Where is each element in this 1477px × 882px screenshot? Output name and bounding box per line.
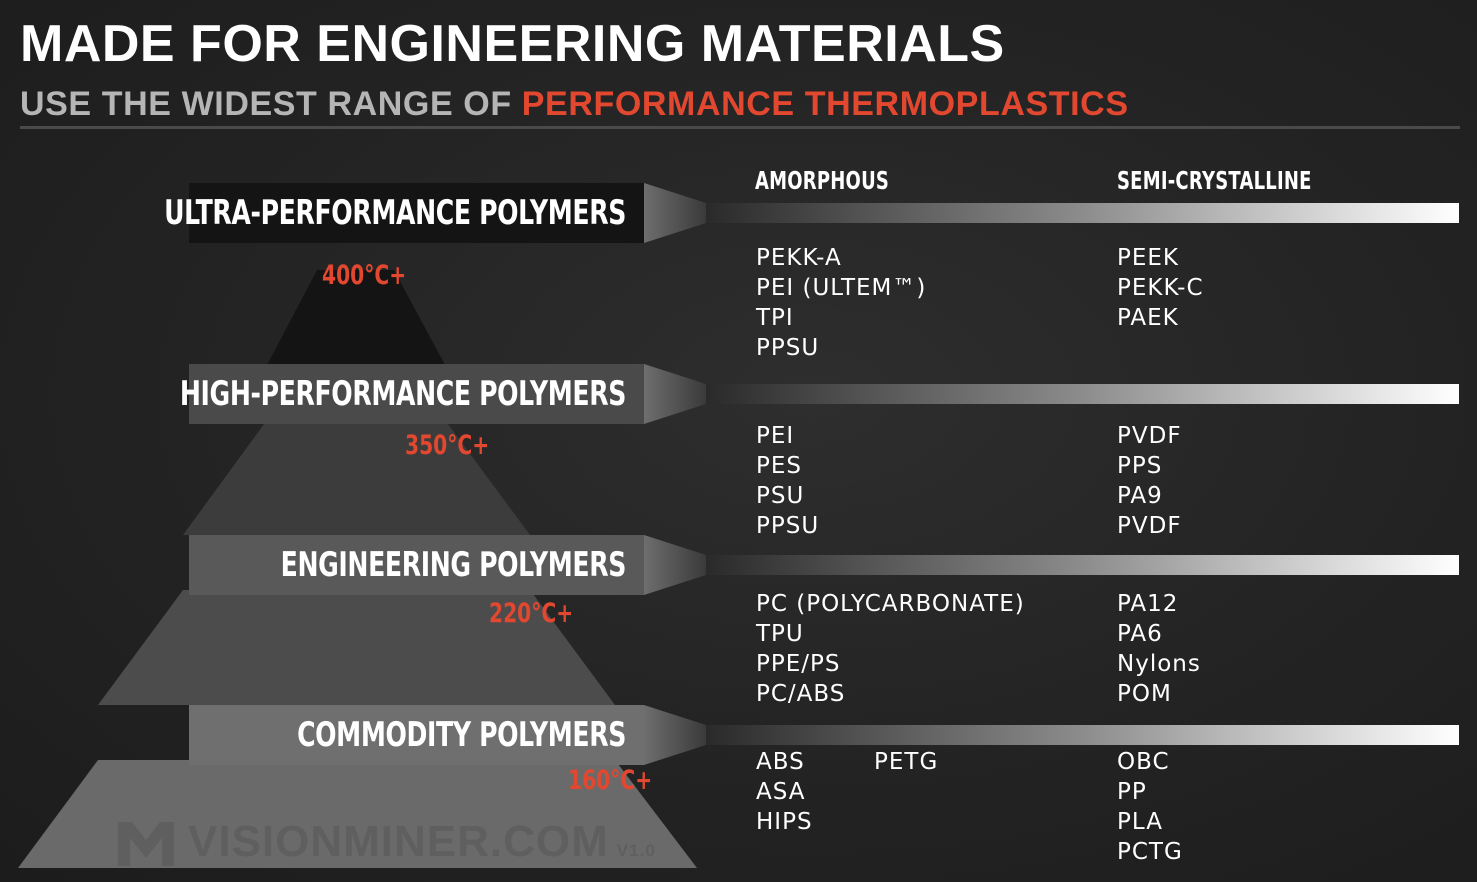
pyramid-band-high bbox=[183, 420, 530, 535]
list-item: PEEK bbox=[1117, 245, 1180, 271]
header-divider bbox=[20, 126, 1460, 129]
tier-box-engineering bbox=[189, 535, 644, 595]
list-item: PA6 bbox=[1117, 621, 1163, 647]
list-item: PCTG bbox=[1117, 839, 1183, 865]
list-item: PAEK bbox=[1117, 305, 1179, 331]
page-title: MADE FOR ENGINEERING MATERIALS bbox=[20, 15, 1005, 73]
list-item: OBC bbox=[1117, 749, 1170, 775]
list-item: PLA bbox=[1117, 809, 1163, 835]
amorphous-list-engineering: PC (POLYCARBONATE) TPU PPE/PS PC/ABS bbox=[756, 589, 1025, 709]
list-item: PP bbox=[1117, 779, 1147, 805]
tier-bar-engineering bbox=[706, 555, 1459, 575]
list-item: PC (POLYCARBONATE) bbox=[756, 591, 1025, 617]
list-item: PC/ABS bbox=[756, 681, 846, 707]
tier-box-commodity bbox=[189, 705, 644, 765]
semi-crystalline-list-engineering: PA12 PA6 Nylons POM bbox=[1117, 589, 1201, 709]
list-item: PES bbox=[756, 453, 803, 479]
amorphous-list-ultra: PEKK-A PEI (ULTEM™) TPI PPSU bbox=[756, 243, 926, 363]
semi-crystalline-list-ultra: PEEK PEKK-C PAEK bbox=[1117, 243, 1204, 333]
list-item: PEKK-A bbox=[756, 245, 842, 271]
amorphous-list-commodity-extra: PETG bbox=[874, 747, 938, 777]
amorphous-list-high: PEI PES PSU PPSU bbox=[756, 421, 819, 541]
list-item: PPS bbox=[1117, 453, 1163, 479]
tier-label-ultra: ULTRA-PERFORMANCE POLYMERS bbox=[164, 193, 626, 233]
tier-arrow-commodity bbox=[644, 705, 706, 765]
list-item: PPSU bbox=[756, 335, 820, 361]
list-item: PA12 bbox=[1117, 591, 1179, 617]
pyramid-band-engineering bbox=[98, 590, 615, 705]
list-item: PEI (ULTEM™) bbox=[756, 275, 927, 301]
list-item: PEI bbox=[756, 423, 795, 449]
semi-crystalline-list-commodity: OBC PP PLA PCTG bbox=[1117, 747, 1183, 867]
tier-bar-ultra bbox=[706, 203, 1459, 223]
tier-temp-ultra: 400°C+ bbox=[322, 260, 407, 291]
tier-bar-commodity bbox=[706, 725, 1459, 745]
pyramid-band-commodity bbox=[18, 760, 697, 868]
subtitle-prefix: USE THE WIDEST RANGE OF bbox=[20, 85, 522, 123]
tier-label-commodity: COMMODITY POLYMERS bbox=[297, 715, 626, 755]
list-item: PSU bbox=[756, 483, 805, 509]
amorphous-list-commodity: ABS ASA HIPS bbox=[756, 747, 813, 837]
list-item: TPU bbox=[756, 621, 804, 647]
column-header-semi-crystalline: SEMI-CRYSTALLINE bbox=[1117, 166, 1312, 195]
list-item: PA9 bbox=[1117, 483, 1163, 509]
semi-crystalline-list-high: PVDF PPS PA9 PVDF bbox=[1117, 421, 1182, 541]
list-item: PETG bbox=[874, 749, 939, 775]
tier-label-engineering: ENGINEERING POLYMERS bbox=[280, 545, 627, 585]
list-item: PVDF bbox=[1117, 423, 1182, 449]
pyramid-band-ultra bbox=[267, 270, 445, 365]
list-item: TPI bbox=[756, 305, 794, 331]
tier-temp-high: 350°C+ bbox=[405, 430, 490, 461]
list-item: PPSU bbox=[756, 513, 820, 539]
list-item: PEKK-C bbox=[1117, 275, 1204, 301]
tier-box-ultra bbox=[189, 183, 644, 243]
watermark: VISIONMINER.COM V1.0 bbox=[118, 817, 656, 867]
page-subtitle: USE THE WIDEST RANGE OF PERFORMANCE THER… bbox=[20, 84, 1129, 124]
list-item: ABS bbox=[756, 749, 805, 775]
column-header-amorphous: AMORPHOUS bbox=[755, 166, 890, 195]
visionminer-logo-icon bbox=[118, 822, 174, 867]
tier-arrow-ultra bbox=[644, 183, 706, 243]
list-item: ASA bbox=[756, 779, 806, 805]
tier-arrow-high bbox=[644, 364, 706, 424]
tier-arrow-engineering bbox=[644, 535, 706, 595]
list-item: PPE/PS bbox=[756, 651, 841, 677]
list-item: HIPS bbox=[756, 809, 813, 835]
list-item: Nylons bbox=[1117, 651, 1201, 677]
tier-temp-commodity: 160°C+ bbox=[568, 765, 653, 796]
tier-bar-high bbox=[706, 384, 1459, 404]
watermark-text: VISIONMINER.COM bbox=[188, 817, 609, 866]
tier-temp-engineering: 220°C+ bbox=[489, 598, 574, 629]
watermark-version: V1.0 bbox=[616, 841, 656, 860]
subtitle-highlight: PERFORMANCE THERMOPLASTICS bbox=[521, 85, 1129, 123]
tier-label-high: HIGH-PERFORMANCE POLYMERS bbox=[179, 374, 626, 414]
tier-box-high bbox=[189, 364, 644, 424]
list-item: POM bbox=[1117, 681, 1172, 707]
list-item: PVDF bbox=[1117, 513, 1182, 539]
